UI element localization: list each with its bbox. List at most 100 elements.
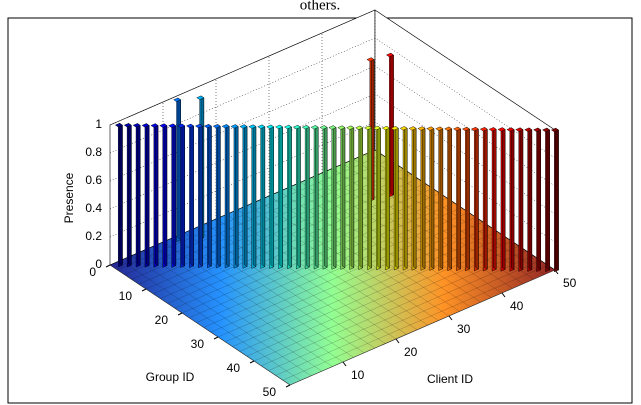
bar-top [435,126,444,131]
z-tick-label: 0.8 [85,145,102,159]
bar [390,125,399,271]
bar [426,126,435,271]
x-tick-label: 50 [563,276,577,290]
bar [479,126,488,272]
bar [173,97,182,242]
bar-face [519,127,524,271]
floor-mesh [275,260,541,376]
bar-top [203,123,212,129]
bar [435,126,444,271]
bar-face [297,124,301,268]
x-tick [448,315,453,321]
x-tick-label: 40 [510,299,524,313]
floor-mesh [225,226,491,342]
y-tick [285,384,291,388]
bar-face [493,127,497,270]
bar-top [173,97,182,102]
bar [386,52,394,198]
y-tick [213,336,219,340]
bar [177,123,186,268]
floor-mesh [261,250,527,366]
bar [381,125,390,271]
y-tick-label: 20 [155,313,169,327]
bar-top [408,126,417,131]
bar-face [137,123,141,266]
x-tick [342,361,347,367]
bar-face [386,125,390,269]
bar [408,126,417,271]
bar [346,125,355,270]
floor-mesh [268,255,534,371]
z-tick-label: 0.6 [85,173,102,187]
bar-top [221,124,230,129]
floor-mesh [131,255,312,376]
bar [284,124,292,270]
bar-top [248,124,257,129]
bar [373,125,381,271]
z-tick-label: 0 [95,257,102,271]
bar-face [484,126,488,270]
x-tick [395,338,400,344]
bar-face [475,126,479,270]
bar [355,125,364,270]
bar [239,124,248,269]
bar-face [128,122,132,266]
bar-face [146,123,150,266]
bar-face [421,126,426,269]
bar-face [439,126,444,270]
bar-top [266,124,275,129]
bar-face [430,126,435,270]
bar-top [346,125,355,130]
y-tick-label: 30 [191,337,205,351]
y-axis-label: Group ID [146,370,195,384]
floor-mesh [184,232,365,353]
bar-top [453,126,462,132]
bar [470,126,479,272]
bar-top [542,127,551,133]
bar [186,123,195,269]
bar-face [243,124,248,267]
bar-face [190,123,194,267]
bar [275,124,284,270]
bar [123,122,132,268]
bar-top [186,123,195,129]
bar [328,125,337,270]
bar-face [217,123,221,267]
bar [453,126,462,272]
floor-mesh [196,207,462,323]
bar-top [177,123,186,128]
bar-face [199,123,203,267]
bar [488,127,497,272]
bar-face [390,52,394,196]
bar [248,124,257,269]
bar-top [284,124,292,130]
bar-top [150,123,159,128]
grid-line [109,9,556,131]
bar-top [292,124,301,130]
bar-face [208,123,212,267]
bar [230,124,239,269]
z-tick-label: 0.2 [85,229,102,243]
bar [114,122,123,268]
bar-face [279,124,283,268]
x-tick-label: 10 [351,368,365,382]
bar-face [172,123,177,267]
bar-face [288,124,292,268]
bar-face [466,126,470,270]
bar-face [448,126,452,270]
floor-mesh [189,202,455,318]
floor-mesh [173,237,354,358]
bar-top [196,95,205,100]
bar-top [515,127,524,132]
bar [462,126,470,272]
bar [203,123,212,269]
bar-top [275,124,284,130]
bar-face [510,127,515,270]
y-tick-label: 50 [263,385,277,399]
bar-top [373,125,381,131]
x-tick [501,292,506,298]
bar-top [488,127,497,132]
bar-top [551,127,559,133]
